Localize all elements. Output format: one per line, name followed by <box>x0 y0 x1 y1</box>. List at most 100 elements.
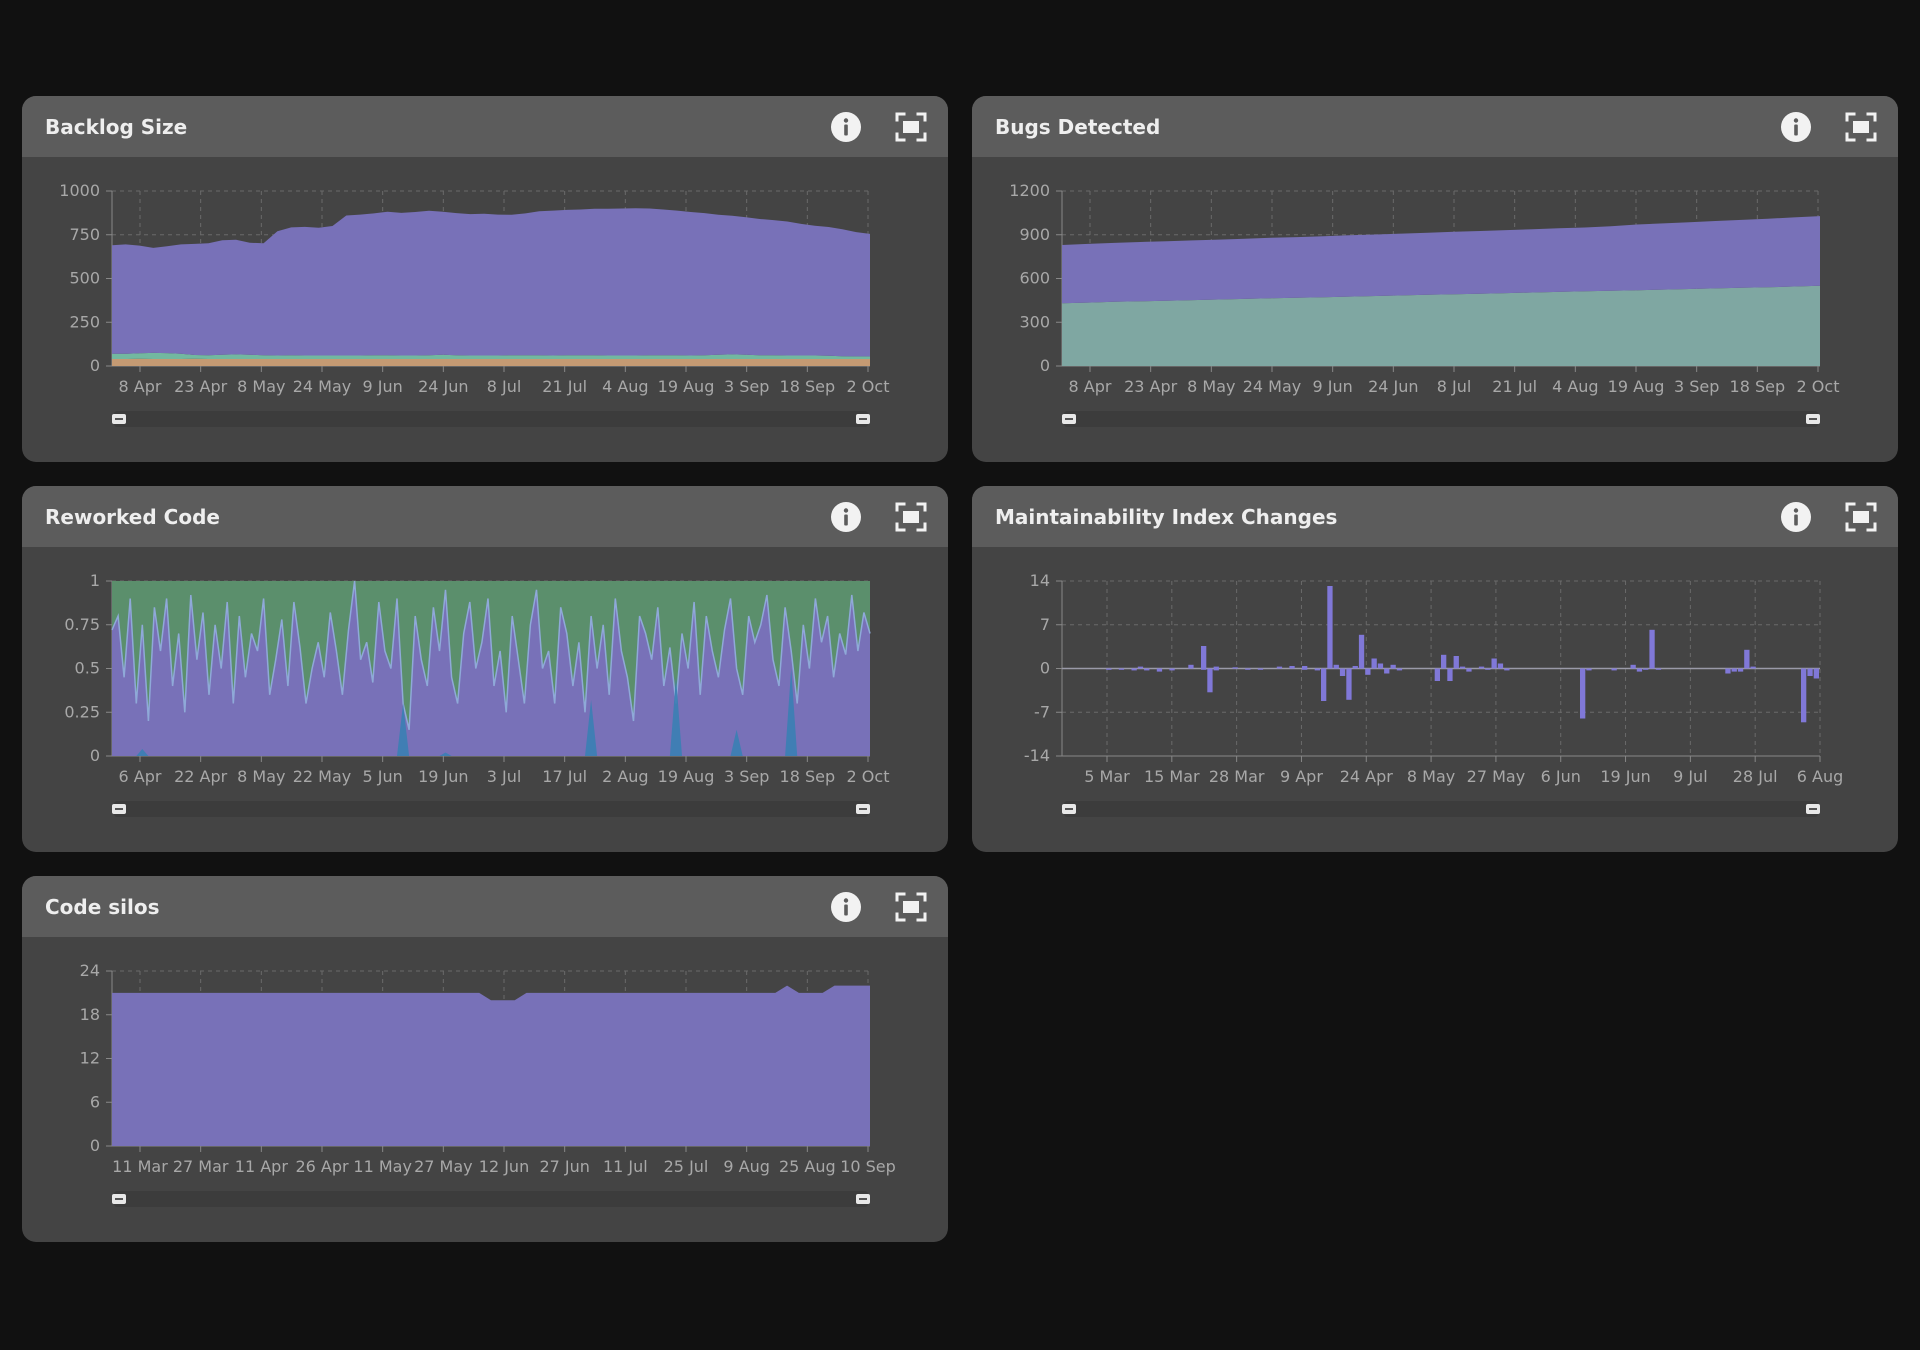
x-tick-label: 8 Jul <box>1437 377 1472 396</box>
x-tick-label: 2 Oct <box>847 767 890 786</box>
chart-axes: 14 7 0 -7 -14 5 Mar 15 Mar 28 Mar 9 Apr 24 Apr 8 M… <box>1024 571 1843 786</box>
x-tick-label: 6 Aug <box>1797 767 1844 786</box>
card-title: Maintainability Index Changes <box>995 505 1338 529</box>
bar <box>1636 668 1643 672</box>
x-tick-label: 24 Apr <box>1340 767 1394 786</box>
bar <box>1807 668 1813 676</box>
x-tick-label: 12 Jun <box>479 1157 529 1176</box>
card-header: Code silos <box>22 876 948 937</box>
range-scrollbar[interactable] <box>112 1191 870 1207</box>
y-tick-label: -14 <box>1024 746 1050 765</box>
expand-fullscreen-icon[interactable] <box>894 890 928 924</box>
range-scrollbar[interactable] <box>112 801 870 817</box>
x-tick-label: 3 Jul <box>487 767 522 786</box>
area-series <box>1062 285 1820 366</box>
bar <box>1333 664 1339 669</box>
bar <box>1201 668 1207 670</box>
x-tick-label: 24 May <box>293 377 352 396</box>
card-title: Code silos <box>45 895 160 919</box>
y-tick-label: 24 <box>80 961 100 980</box>
x-tick-label: 28 Mar <box>1209 767 1265 786</box>
card-title: Backlog Size <box>45 115 188 139</box>
x-tick-label: 17 Jul <box>542 767 587 786</box>
info-icon[interactable] <box>829 110 863 144</box>
info-icon[interactable] <box>829 500 863 534</box>
x-tick-label: 3 Sep <box>724 377 769 396</box>
bar <box>1586 668 1592 671</box>
scrollbar-track <box>114 1191 868 1207</box>
bar <box>1580 668 1586 719</box>
x-tick-label: 24 Jun <box>1368 377 1418 396</box>
info-icon[interactable] <box>1779 110 1813 144</box>
x-tick-label: 15 Mar <box>1144 767 1200 786</box>
scrollbar-track <box>114 411 868 427</box>
bar <box>1118 668 1125 670</box>
x-tick-label: 6 Apr <box>119 767 162 786</box>
bar <box>1478 666 1485 669</box>
range-scrollbar[interactable] <box>1062 801 1820 817</box>
y-tick-label: 250 <box>69 312 100 331</box>
expand-fullscreen-icon[interactable] <box>894 500 928 534</box>
x-tick-label: 8 May <box>237 377 285 396</box>
bar <box>1207 668 1213 693</box>
bar <box>1314 668 1320 671</box>
scrollbar-track <box>114 801 868 817</box>
expand-fullscreen-icon[interactable] <box>894 110 928 144</box>
x-tick-label: 19 Aug <box>658 377 715 396</box>
bar <box>1213 668 1219 671</box>
bar <box>1453 656 1459 669</box>
y-tick-label: 18 <box>80 1005 100 1024</box>
code-silos-card: Code silos 24 18 12 6 0 11 Mar 27 Mar 11 Apr 26 … <box>22 876 948 1242</box>
bar <box>1390 664 1396 669</box>
x-tick-label: 11 Mar <box>112 1157 168 1176</box>
maintainability-index-chart[interactable]: 14 7 0 -7 -14 5 Mar 15 Mar 28 Mar 9 Apr 24 Apr 8 M… <box>972 547 1898 852</box>
card-title: Reworked Code <box>45 505 220 529</box>
card-header: Reworked Code <box>22 486 948 547</box>
expand-fullscreen-icon[interactable] <box>1844 110 1878 144</box>
x-tick-label: 10 Sep <box>840 1157 896 1176</box>
x-tick-label: 21 Jul <box>542 377 587 396</box>
y-tick-label: 750 <box>69 225 100 244</box>
range-scrollbar[interactable] <box>1062 411 1820 427</box>
bar <box>1302 668 1308 670</box>
bar <box>1156 668 1163 672</box>
bugs-detected-card: Bugs Detected 1200 900 600 300 0 8 Apr 23 Apr 8… <box>972 96 1898 462</box>
bar <box>1655 668 1662 670</box>
bar <box>1497 663 1504 669</box>
x-tick-label: 18 Sep <box>780 767 836 786</box>
y-tick-label: 7 <box>1040 615 1050 634</box>
range-scrollbar[interactable] <box>112 411 870 427</box>
bar <box>1630 664 1636 669</box>
x-tick-label: 2 Aug <box>602 767 649 786</box>
backlog-size-chart[interactable]: 1000 750 500 250 0 8 Apr 23 Apr 8 May 24 May 9 Ju… <box>22 157 948 462</box>
info-icon[interactable] <box>1779 500 1813 534</box>
area-series-line <box>111 580 871 730</box>
y-tick-label: 500 <box>69 269 100 288</box>
y-tick-label: 600 <box>1019 269 1050 288</box>
bugs-detected-chart[interactable]: 1200 900 600 300 0 8 Apr 23 Apr 8 May 24 May 9 Ju… <box>972 157 1898 462</box>
y-tick-label: 12 <box>80 1049 100 1068</box>
maintainability-index-card: Maintainability Index Changes 14 7 0 -7 -14 5… <box>972 486 1898 852</box>
x-tick-label: 9 Jun <box>1313 377 1353 396</box>
bar <box>1441 654 1447 669</box>
y-tick-label: 300 <box>1019 312 1050 331</box>
bar <box>1384 668 1390 674</box>
y-tick-label: 6 <box>90 1092 100 1111</box>
x-tick-label: 27 Mar <box>173 1157 229 1176</box>
x-tick-label: 8 Jul <box>487 377 522 396</box>
y-tick-label: 14 <box>1030 571 1050 590</box>
x-tick-label: 22 Apr <box>174 767 228 786</box>
reworked-code-chart[interactable]: 1 0.75 0.5 0.25 0 6 Apr 22 Apr 8 May 22 May 5 Jun… <box>22 547 948 852</box>
expand-fullscreen-icon[interactable] <box>1844 500 1878 534</box>
y-tick-label: 0 <box>1040 356 1050 375</box>
y-tick-label: 1 <box>90 571 100 590</box>
x-tick-label: 19 Aug <box>658 767 715 786</box>
info-icon[interactable] <box>829 890 863 924</box>
y-tick-label: 0 <box>90 746 100 765</box>
bar <box>1321 668 1327 701</box>
x-tick-label: 9 Jun <box>363 377 403 396</box>
y-tick-label: 1000 <box>59 181 100 200</box>
x-tick-label: 8 Apr <box>119 377 162 396</box>
bar <box>1459 666 1466 669</box>
